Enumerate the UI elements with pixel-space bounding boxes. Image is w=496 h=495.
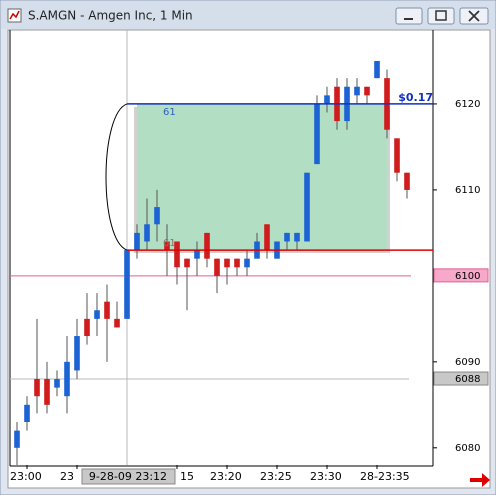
y-tick-label: 6090	[455, 357, 480, 368]
cursor-x-box	[81, 468, 176, 485]
x-tick-label: 15	[180, 470, 194, 483]
candle-body	[84, 318, 90, 337]
candle-body	[94, 310, 100, 319]
candle-body	[324, 95, 330, 104]
x-tick-label: 23:20	[210, 470, 242, 483]
candle-body	[134, 232, 140, 251]
candle-body	[244, 258, 250, 268]
candle-body	[124, 250, 130, 319]
candle-body	[354, 86, 360, 96]
candle-body	[14, 430, 20, 448]
candle-body	[374, 60, 380, 79]
x-tick-label: 23:30	[310, 470, 342, 483]
candle-body	[294, 232, 300, 242]
y-tick-label: 6080	[455, 443, 480, 454]
candle-body	[54, 379, 60, 388]
candle-body	[194, 250, 200, 259]
maximize-icon	[435, 10, 447, 21]
candle-body	[64, 361, 70, 397]
candle-body	[104, 301, 110, 319]
trade-zone	[137, 103, 387, 251]
maximize-button[interactable]	[427, 7, 455, 25]
reference-label-box	[433, 268, 489, 283]
candle-body	[114, 318, 120, 328]
candle-body	[154, 207, 160, 225]
candle-body	[224, 258, 230, 268]
candle-body	[44, 379, 50, 405]
candle-body	[364, 86, 370, 96]
candle-body	[214, 258, 220, 276]
candle-body	[234, 258, 240, 268]
target-label: 61	[163, 107, 176, 118]
scroll-arrow[interactable]	[470, 473, 490, 487]
profit-label: $0.17	[398, 91, 433, 104]
candle-body	[304, 172, 310, 242]
candle-body	[144, 224, 150, 242]
cursor-x-label: 9-28-09 23:12	[89, 470, 167, 483]
candle-body	[174, 241, 180, 268]
entry-label: 61	[163, 238, 176, 249]
app-icon-graph	[9, 10, 20, 20]
close-icon	[468, 10, 480, 22]
candle-body	[314, 103, 320, 165]
candle-body	[284, 232, 290, 242]
candle-body	[74, 336, 80, 371]
x-tick-label: 28-23:35	[360, 470, 410, 483]
candle-body	[394, 138, 400, 173]
cursor-y-box	[433, 371, 489, 386]
minimize-button[interactable]	[395, 7, 423, 25]
y-tick-label: 6110	[455, 185, 480, 196]
x-tick-label: 23:25	[260, 470, 292, 483]
x-tick-label: 23:00	[10, 470, 42, 483]
candle-body	[34, 379, 40, 397]
candle-body	[24, 404, 30, 423]
candle-body	[204, 232, 210, 259]
y-tick-label: 6120	[455, 99, 480, 110]
window-title: S.AMGN - Amgen Inc, 1 Min	[28, 9, 193, 23]
x-tick-label: 23	[60, 470, 74, 483]
cursor-y-label: 6088	[455, 374, 480, 385]
candle-body	[264, 224, 270, 251]
reference-label: 6100	[455, 271, 480, 282]
trade-bracket	[105, 103, 128, 251]
candle-body	[164, 241, 170, 251]
candle-body	[404, 172, 410, 190]
candle-body	[184, 258, 190, 268]
